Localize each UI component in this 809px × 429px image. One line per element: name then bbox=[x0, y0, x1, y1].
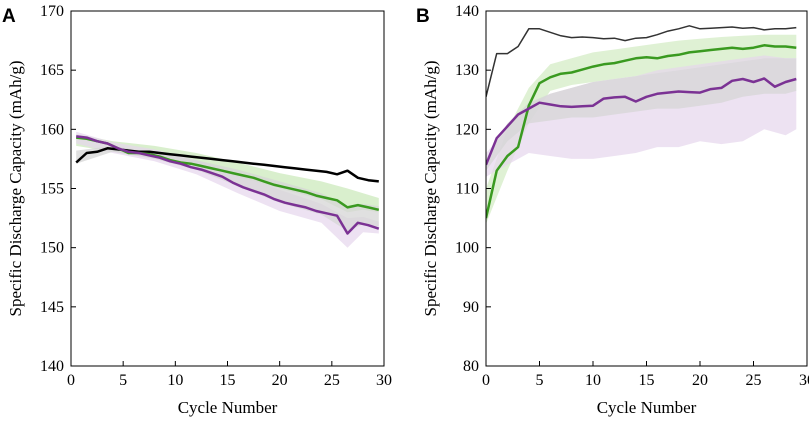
plot-area bbox=[486, 25, 797, 225]
y-tick-label: 80 bbox=[463, 358, 479, 375]
x-axis-label: Cycle Number bbox=[597, 398, 697, 417]
y-tick-label: 165 bbox=[40, 62, 64, 79]
panel-letter: A bbox=[2, 6, 16, 27]
x-tick-label: 25 bbox=[324, 372, 340, 389]
y-tick-label: 155 bbox=[40, 181, 64, 198]
x-tick-label: 0 bbox=[482, 372, 490, 389]
x-tick-label: 30 bbox=[799, 372, 809, 389]
band-gray-range bbox=[76, 145, 379, 232]
panel-letter: B bbox=[416, 6, 430, 27]
x-tick-label: 10 bbox=[585, 372, 601, 389]
y-axis-label: Specific Discharge Capacity (mAh/g) bbox=[421, 60, 440, 316]
y-tick-label: 150 bbox=[40, 240, 64, 257]
y-tick-label: 160 bbox=[40, 121, 64, 138]
x-tick-label: 20 bbox=[272, 372, 288, 389]
panel-a: 0 5 10 15 20 25 30 140 145 150 155 160 165 170 Cycle N… bbox=[2, 3, 392, 417]
x-tick-label: 20 bbox=[692, 372, 708, 389]
y-tick-label: 140 bbox=[455, 3, 479, 20]
y-tick-label: 120 bbox=[455, 121, 479, 138]
y-tick-label: 170 bbox=[40, 3, 64, 20]
x-tick-label: 15 bbox=[639, 372, 655, 389]
band-gray-range bbox=[486, 58, 797, 171]
series-line-dark-gray bbox=[486, 25, 797, 97]
x-tick-label: 30 bbox=[376, 372, 392, 389]
x-tick-label: 5 bbox=[536, 372, 544, 389]
y-tick-label: 100 bbox=[455, 240, 479, 257]
plot-area bbox=[75, 131, 380, 248]
y-tick-label: 140 bbox=[40, 358, 64, 375]
series-line-purple bbox=[486, 77, 797, 166]
x-tick-label: 0 bbox=[67, 372, 75, 389]
band-purple-range bbox=[76, 131, 379, 248]
x-tick-label: 15 bbox=[220, 372, 236, 389]
series-line-green bbox=[486, 44, 797, 219]
y-tick-label: 90 bbox=[463, 299, 479, 316]
y-tick-label: 110 bbox=[456, 181, 479, 198]
y-axis-label: Specific Discharge Capacity (mAh/g) bbox=[6, 60, 25, 316]
panel-b: 0 5 10 15 20 25 30 80 90 100 110 120 130 140 Cycle Num… bbox=[416, 3, 809, 417]
x-tick-label: 25 bbox=[746, 372, 762, 389]
x-axis-label: Cycle Number bbox=[178, 398, 278, 417]
x-tick-label: 5 bbox=[119, 372, 127, 389]
x-tick-label: 10 bbox=[167, 372, 183, 389]
y-tick-label: 130 bbox=[455, 62, 479, 79]
band-green-range bbox=[486, 34, 797, 225]
y-tick-label: 145 bbox=[40, 299, 64, 316]
series-line-purple bbox=[76, 135, 380, 235]
